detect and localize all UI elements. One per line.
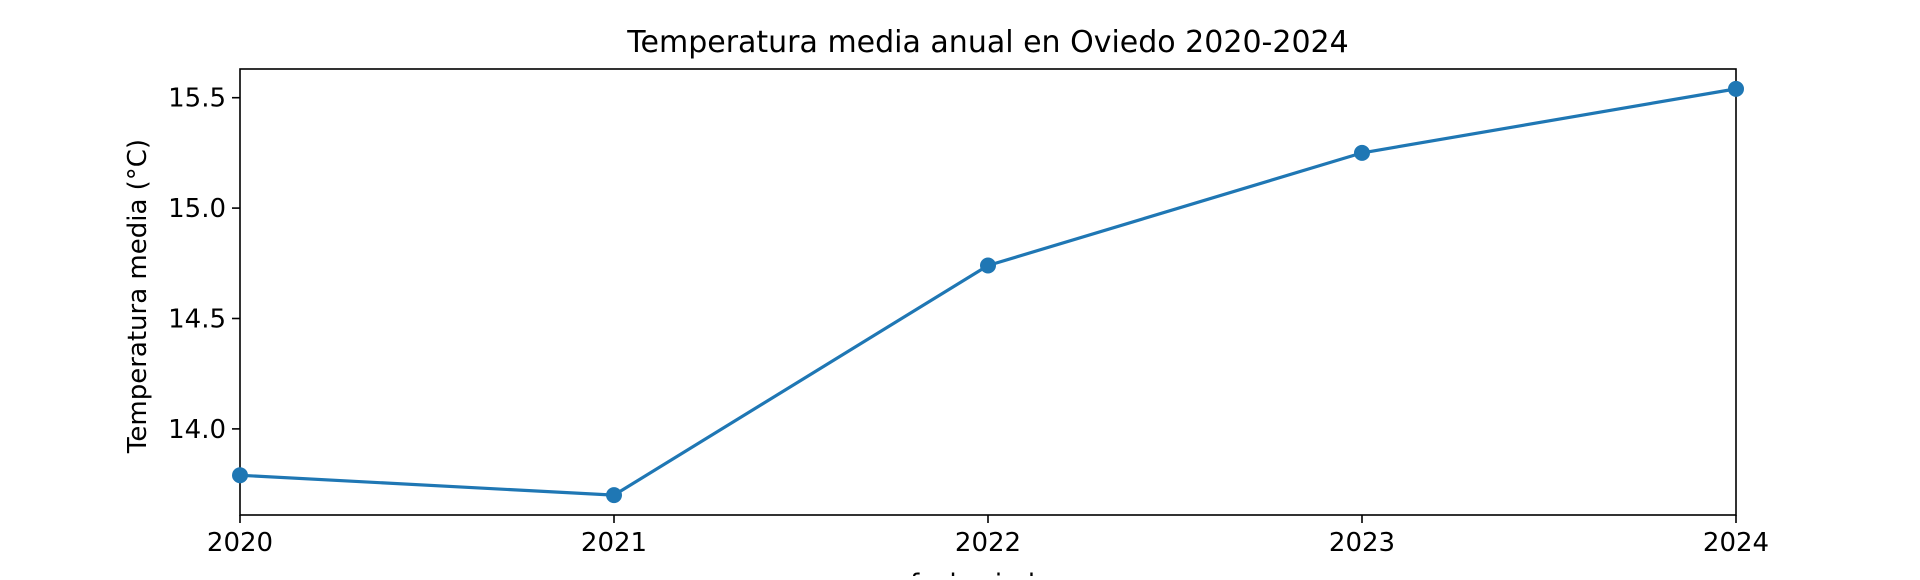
x-tick-label: 2021 bbox=[581, 528, 647, 558]
axes bbox=[239, 68, 1737, 516]
data-point bbox=[1728, 80, 1744, 97]
y-tick-label: 15.5 bbox=[168, 84, 226, 114]
y-tick-label: 15.0 bbox=[168, 194, 226, 224]
data-point bbox=[980, 257, 996, 274]
data-point bbox=[1354, 144, 1370, 161]
x-tick-label: 2022 bbox=[955, 528, 1021, 558]
y-axis-label: Temperatura media (°C) bbox=[123, 139, 153, 454]
x-tick-label: 2023 bbox=[1329, 528, 1395, 558]
data-point bbox=[606, 487, 622, 504]
series-line bbox=[239, 87, 1737, 497]
plot-frame bbox=[239, 68, 1737, 516]
x-tick-label: 2020 bbox=[207, 528, 273, 558]
y-tick-label: 14.5 bbox=[168, 304, 226, 334]
data-point bbox=[232, 467, 248, 484]
x-tick-label: 2024 bbox=[1703, 528, 1769, 558]
ticks: 2020 2021 2022 2023 2024 14.0 14.5 15.0 15.5 bbox=[168, 84, 1769, 558]
y-tick-label: 14.0 bbox=[168, 415, 226, 445]
chart-title: Temperatura media anual en Oviedo 2020-2… bbox=[626, 25, 1348, 60]
series-layer bbox=[232, 80, 1744, 504]
x-axis-label: fecha_index bbox=[910, 569, 1066, 576]
